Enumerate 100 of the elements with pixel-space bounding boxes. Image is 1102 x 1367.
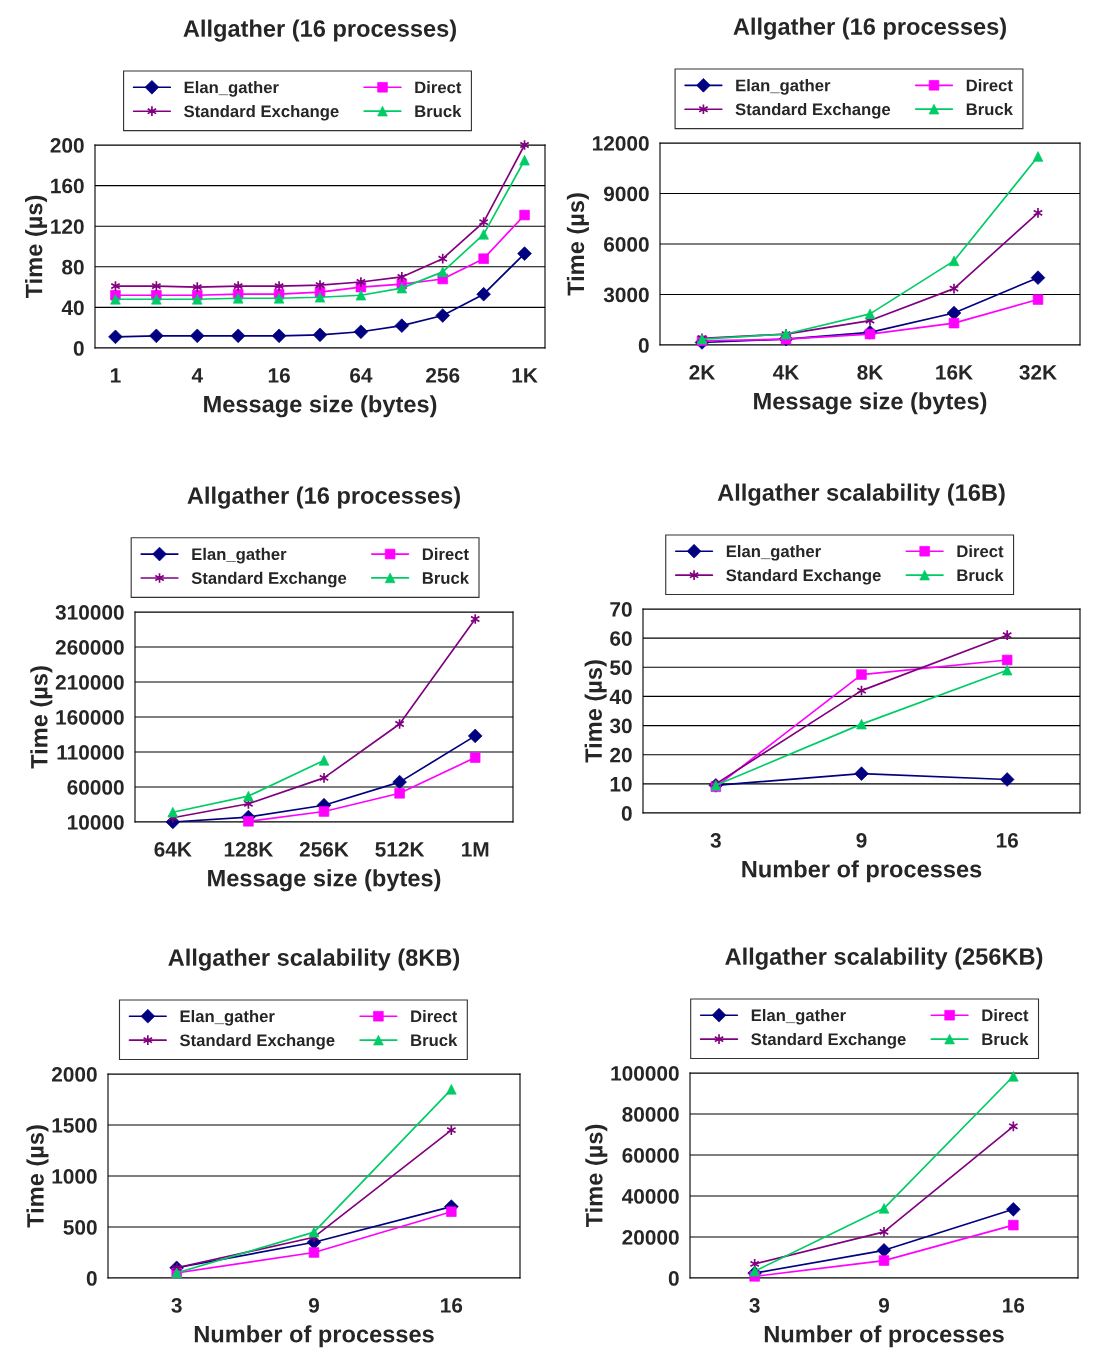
legend-label: Standard Exchange bbox=[726, 568, 881, 585]
x-axis-title: Message size (bytes) bbox=[204, 395, 437, 418]
chart-title: Allgather scalability (16B) bbox=[717, 483, 1005, 506]
y-tick-label: 100000 bbox=[611, 1066, 679, 1081]
x-axis-title: Message size (bytes) bbox=[208, 869, 441, 892]
y-tick-label: 30 bbox=[609, 718, 632, 734]
chart-title: Allgather (16 processes) bbox=[733, 17, 1006, 40]
x-tick-label: 512K bbox=[375, 841, 425, 857]
x-tick-label: 9 bbox=[878, 1297, 890, 1313]
x-axis-title: Number of processes bbox=[194, 1325, 434, 1348]
chart-title: Allgather (16 processes) bbox=[183, 19, 456, 42]
y-tick-label: 40 bbox=[609, 689, 632, 705]
y-tick-label: 10 bbox=[610, 776, 632, 792]
y-tick-label: 20000 bbox=[622, 1230, 679, 1245]
y-axis-title: Time (µs) bbox=[26, 1125, 49, 1228]
y-tick-label: 1000 bbox=[52, 1169, 97, 1184]
legend-label: Standard Exchange bbox=[751, 1032, 906, 1049]
x-tick-label: 1M bbox=[462, 842, 489, 857]
x-tick-label: 32K bbox=[1019, 364, 1057, 380]
y-tick-label: 500 bbox=[63, 1220, 97, 1235]
y-axis-title: Time (µs) bbox=[566, 193, 589, 296]
x-tick-label: 2K bbox=[689, 364, 716, 380]
y-tick-label: 210000 bbox=[55, 675, 124, 690]
legend-label: Standard Exchange bbox=[735, 103, 891, 119]
y-tick-label: 110000 bbox=[57, 745, 124, 760]
y-tick-label: 260000 bbox=[55, 640, 124, 655]
x-tick-label: 8K bbox=[857, 364, 884, 380]
legend-label: Elan_gather bbox=[751, 1008, 846, 1025]
y-tick-label: 2000 bbox=[51, 1067, 97, 1082]
legend-label: Elan_gather bbox=[192, 547, 287, 564]
y-tick-label: 0 bbox=[621, 806, 632, 821]
y-tick-label: 0 bbox=[668, 1271, 679, 1286]
legend-label: Bruck bbox=[411, 1033, 458, 1047]
x-tick-label: 16 bbox=[268, 367, 290, 383]
y-tick-label: 9000 bbox=[603, 186, 649, 202]
x-tick-label: 1 bbox=[110, 368, 121, 383]
y-axis-title: Time (µs) bbox=[30, 666, 53, 769]
y-tick-label: 6000 bbox=[604, 237, 649, 252]
y-tick-label: 60000 bbox=[622, 1148, 679, 1163]
legend-label: Standard Exchange bbox=[179, 1033, 335, 1050]
legend-label: Bruck bbox=[415, 104, 462, 118]
y-tick-label: 200 bbox=[50, 138, 84, 153]
x-tick-label: 16 bbox=[1003, 1297, 1025, 1313]
y-tick-label: 160000 bbox=[56, 710, 124, 725]
x-tick-label: 3 bbox=[710, 832, 721, 848]
y-tick-label: 50 bbox=[610, 660, 632, 676]
y-tick-label: 40000 bbox=[621, 1189, 679, 1204]
x-tick-label: 4K bbox=[773, 365, 800, 380]
x-tick-label: 1K bbox=[512, 368, 538, 383]
y-tick-label: 1500 bbox=[52, 1118, 97, 1133]
x-tick-label: 3 bbox=[749, 1297, 760, 1313]
legend-label: Elan_gather bbox=[184, 81, 279, 97]
legend-label: Elan_gather bbox=[726, 544, 821, 561]
x-tick-label: 3 bbox=[171, 1297, 182, 1313]
y-tick-label: 3000 bbox=[603, 287, 649, 303]
chart-title: Allgather scalability (8KB) bbox=[168, 948, 460, 971]
x-tick-label: 16 bbox=[996, 832, 1018, 848]
x-tick-label: 128K bbox=[224, 841, 274, 857]
legend-label: Bruck bbox=[422, 571, 470, 584]
legend-label: Standard Exchange bbox=[191, 571, 347, 588]
y-tick-label: 80 bbox=[62, 259, 84, 275]
y-tick-label: 0 bbox=[73, 341, 84, 356]
x-tick-label: 256K bbox=[299, 841, 349, 857]
legend-label: Elan_gather bbox=[736, 79, 831, 95]
y-tick-label: 60 bbox=[610, 631, 632, 646]
y-tick-label: 120 bbox=[51, 219, 84, 234]
chart-title: Allgather (16 processes) bbox=[187, 486, 460, 509]
x-tick-label: 9 bbox=[856, 832, 867, 848]
x-axis-title: Number of processes bbox=[764, 1325, 1004, 1348]
legend-label: Bruck bbox=[966, 102, 1013, 116]
y-tick-label: 70 bbox=[610, 602, 632, 617]
x-tick-label: 4 bbox=[191, 368, 203, 383]
y-tick-label: 40 bbox=[61, 300, 84, 316]
x-tick-label: 16 bbox=[441, 1297, 463, 1313]
y-tick-label: 0 bbox=[86, 1271, 97, 1286]
legend-label: Direct bbox=[411, 1009, 458, 1023]
y-tick-label: 80000 bbox=[622, 1107, 679, 1122]
y-tick-label: 160 bbox=[51, 178, 84, 194]
chart-title: Allgather scalability (256KB) bbox=[725, 947, 1043, 970]
y-axis-title: Time (µs) bbox=[584, 660, 607, 763]
y-tick-label: 0 bbox=[638, 338, 649, 353]
legend-label: Direct bbox=[982, 1008, 1029, 1022]
x-axis-title: Message size (bytes) bbox=[754, 392, 987, 415]
legend-label: Direct bbox=[415, 81, 462, 94]
y-axis-title: Time (µs) bbox=[585, 1124, 608, 1228]
legend-label: Direct bbox=[422, 547, 469, 561]
y-tick-label: 310000 bbox=[55, 605, 124, 620]
legend-label: Bruck bbox=[957, 568, 1004, 582]
legend-label: Direct bbox=[966, 79, 1013, 92]
y-tick-label: 60000 bbox=[67, 780, 124, 795]
legend-label: Elan_gather bbox=[180, 1009, 275, 1026]
legend-label: Direct bbox=[957, 544, 1004, 558]
x-tick-label: 16K bbox=[936, 364, 973, 380]
y-tick-label: 10000 bbox=[67, 815, 124, 830]
y-tick-label: 20 bbox=[610, 747, 632, 763]
y-axis-title: Time (µs) bbox=[25, 195, 48, 299]
y-tick-label: 12000 bbox=[592, 136, 649, 151]
x-tick-label: 256 bbox=[426, 367, 460, 383]
legend-label: Bruck bbox=[982, 1032, 1029, 1046]
legend-label: Standard Exchange bbox=[184, 104, 339, 121]
